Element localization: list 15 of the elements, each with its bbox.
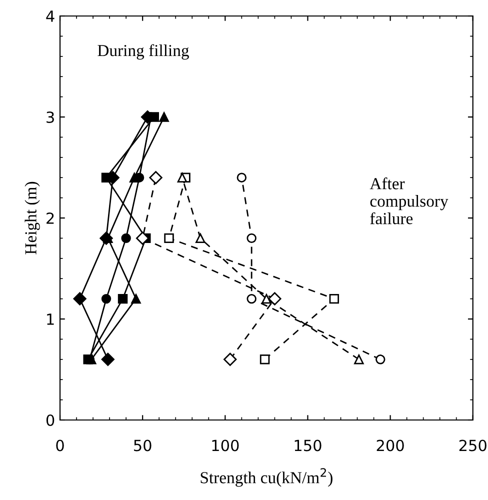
y-tick-label: 2 bbox=[46, 212, 54, 224]
y-tick-label: 1 bbox=[47, 314, 54, 325]
x-axis-title: Strength cu(kN/m$^{2}$) bbox=[200, 468, 332, 487]
y-tick-label: 3 bbox=[46, 111, 54, 124]
x-tick-label: 200 bbox=[376, 440, 404, 452]
y-tick-label: 0 bbox=[46, 414, 54, 426]
x-tick-label: 50 bbox=[134, 440, 152, 452]
annotation: After compulsory failure bbox=[370, 177, 448, 224]
x-tick-label: 150 bbox=[294, 440, 322, 452]
x-tick-label: 0 bbox=[56, 440, 64, 452]
x-tick-label: 100 bbox=[212, 440, 239, 452]
x-tick-label: 250 bbox=[459, 440, 486, 452]
y-axis-title: Height (m) bbox=[24, 182, 40, 254]
annotation: During filling bbox=[98, 44, 189, 60]
y-tick-label: 4 bbox=[46, 10, 54, 22]
